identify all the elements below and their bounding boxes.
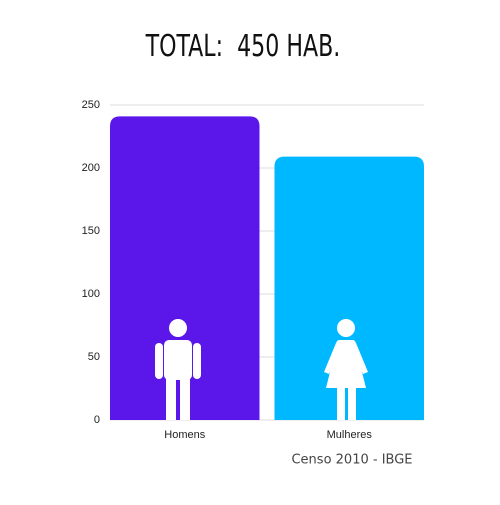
man-icon bbox=[155, 319, 201, 420]
y-tick-label: 50 bbox=[88, 351, 100, 363]
plot: 0 50 100 150 200 250 Homens Mulheres bbox=[82, 99, 424, 441]
y-tick-label: 200 bbox=[82, 162, 100, 174]
y-tick-label: 100 bbox=[82, 288, 100, 300]
bar bbox=[274, 156, 424, 420]
bar bbox=[110, 116, 260, 420]
y-tick-label: 250 bbox=[82, 99, 100, 111]
x-tick-label: Homens bbox=[164, 429, 205, 441]
y-tick-label: 0 bbox=[94, 414, 100, 426]
chart-title: TOTAL: 450 HAB. bbox=[145, 30, 341, 64]
y-tick-label: 150 bbox=[82, 225, 100, 237]
icons bbox=[155, 319, 368, 420]
source-note: Censo 2010 - IBGE bbox=[291, 453, 412, 468]
x-tick-label: Mulheres bbox=[327, 429, 373, 441]
woman-icon bbox=[324, 319, 368, 420]
